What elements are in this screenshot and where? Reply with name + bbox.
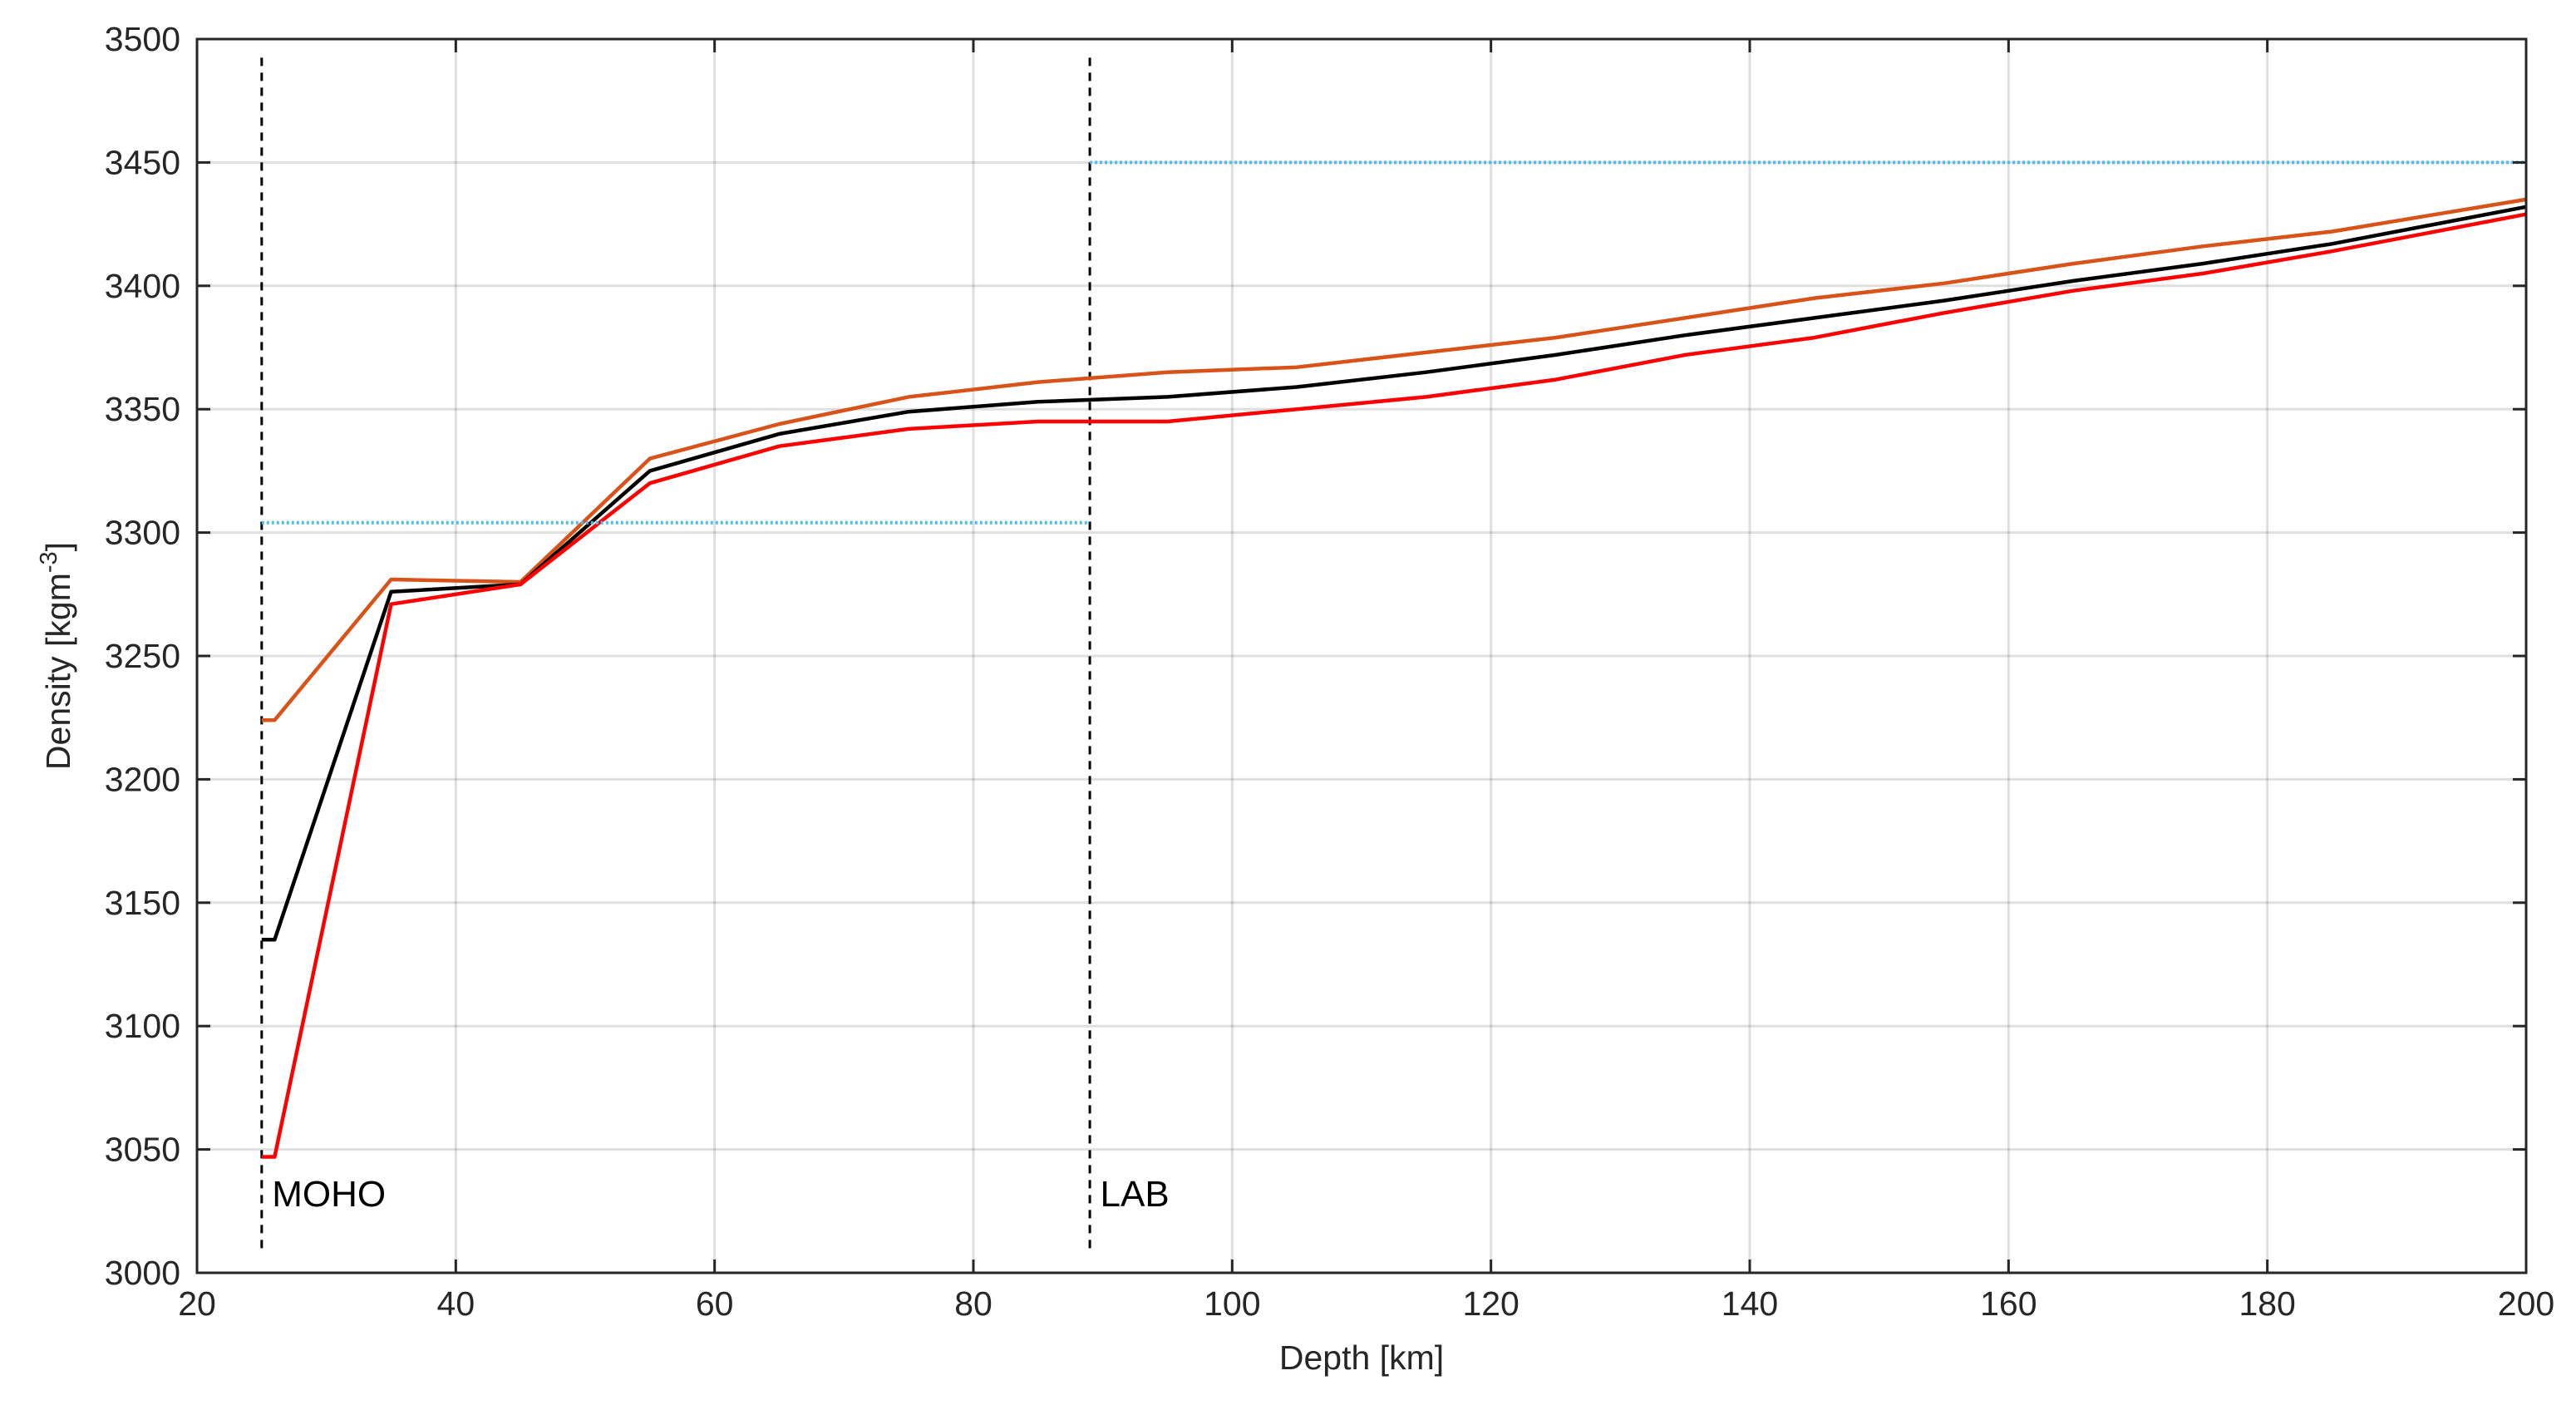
x-tick-label: 60 — [696, 1284, 734, 1323]
y-tick-label: 3100 — [105, 1007, 180, 1045]
y-tick-label: 3250 — [105, 637, 180, 675]
tick-marks — [195, 37, 2528, 1274]
y-axis-label: Density [kgm-3] — [36, 542, 77, 770]
series-lines — [261, 160, 2527, 1159]
annotation-label: MOHO — [272, 1174, 386, 1215]
annotation-label: LAB — [1101, 1174, 1170, 1215]
x-tick-label: 40 — [437, 1284, 475, 1323]
y-axis-label-sup: -3 — [36, 551, 62, 573]
series-line-3 — [261, 212, 2527, 1159]
y-tick-labels: 3000 3050 3100 3150 3200 3250 3300 3350 3400 3450… — [105, 20, 180, 1292]
x-tick-label: 20 — [178, 1284, 216, 1323]
y-tick-label: 3500 — [105, 20, 180, 58]
x-tick-label: 180 — [2239, 1284, 2295, 1323]
x-tick-label: 100 — [1204, 1284, 1260, 1323]
y-tick-label: 3350 — [105, 390, 180, 428]
x-axis-label: Depth [km] — [1279, 1339, 1444, 1377]
y-tick-label: 3150 — [105, 884, 180, 922]
y-tick-label: 3000 — [105, 1254, 180, 1292]
y-tick-label: 3050 — [105, 1131, 180, 1169]
y-tick-label: 3450 — [105, 143, 180, 181]
annotations: MOHO LAB — [272, 1174, 1169, 1215]
x-tick-label: 140 — [1721, 1284, 1778, 1323]
x-tick-label: 200 — [2498, 1284, 2554, 1323]
y-tick-label: 3300 — [105, 514, 180, 552]
boundary-lines — [260, 51, 1091, 1249]
y-axis-label-tail: ] — [39, 542, 77, 551]
y-tick-label: 3200 — [105, 760, 180, 798]
x-tick-label: 160 — [1980, 1284, 2037, 1323]
x-tick-label: 80 — [954, 1284, 992, 1323]
x-tick-labels: 20 40 60 80 100 120 140 160 180 200 — [178, 1284, 2554, 1323]
plot-area — [197, 39, 2526, 1273]
x-tick-label: 120 — [1462, 1284, 1519, 1323]
y-axis-label-main: Density [kgm — [39, 573, 77, 770]
y-tick-label: 3400 — [105, 267, 180, 305]
